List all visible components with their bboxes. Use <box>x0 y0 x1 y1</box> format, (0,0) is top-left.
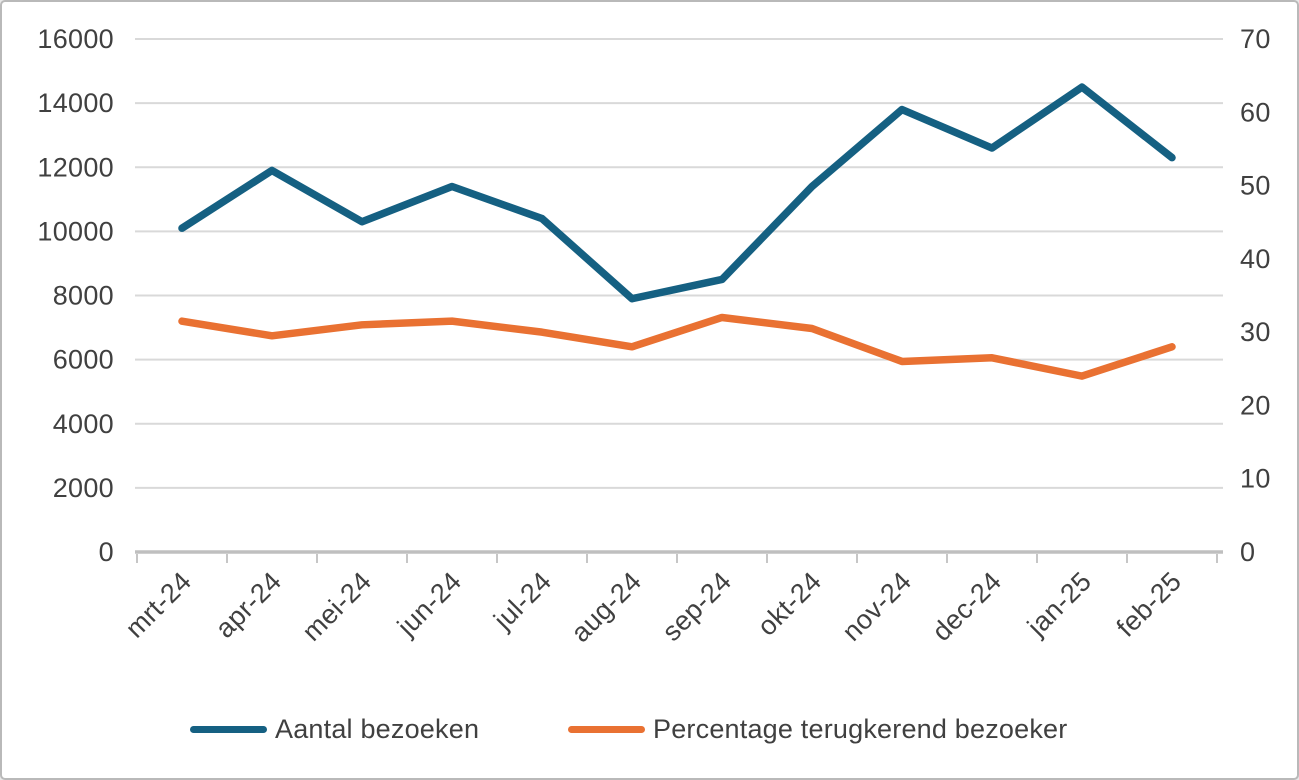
y-axis-left-tick-label: 8000 <box>53 281 114 311</box>
y-axis-left-tick-label: 6000 <box>53 345 114 375</box>
y-axis-right-tick-label: 10 <box>1240 464 1271 494</box>
gridlines <box>135 38 1223 554</box>
y-axis-left-tick-label: 2000 <box>53 473 114 503</box>
chart-legend: Aantal bezoeken Percentage terugkerend b… <box>2 714 1297 748</box>
y-axis-right-tick-label: 30 <box>1240 317 1271 347</box>
legend-item-aantal-bezoeken: Aantal bezoeken <box>190 714 479 744</box>
x-axis-category-label: mrt-24 <box>120 566 198 644</box>
legend-label: Aantal bezoeken <box>275 713 480 744</box>
y-axis-left-tick-label: 0 <box>99 537 114 567</box>
y-axis-left-tick-label: 10000 <box>37 216 114 246</box>
y-axis-left-tick-label: 16000 <box>37 24 114 54</box>
series-line-percentage-terugkerend-bezoeker <box>178 313 1176 380</box>
x-axis-category-label: sep-24 <box>656 566 737 647</box>
x-axis-category-label: mei-24 <box>296 566 377 647</box>
legend-item-percentage-terugkerend: Percentage terugkerend bezoeker <box>568 714 1067 744</box>
y-axis-right-tick-label: 20 <box>1240 390 1271 420</box>
x-axis-ticks <box>136 554 1218 563</box>
x-axis-category-label: jul-24 <box>487 566 557 636</box>
y-axis-left-labels: 16000 14000 12000 10000 8000 6000 4000 2000 0 <box>37 24 114 567</box>
x-axis-category-label: apr-24 <box>210 566 288 644</box>
x-axis-category-label: nov-24 <box>836 566 917 647</box>
legend-label: Percentage terugkerend bezoeker <box>653 713 1068 744</box>
y-axis-right-tick-label: 50 <box>1240 171 1271 201</box>
y-axis-right-tick-label: 70 <box>1240 24 1271 54</box>
y-axis-left-tick-label: 14000 <box>37 88 114 118</box>
series-line-aantal-bezoeken <box>178 83 1176 303</box>
y-axis-left-tick-label: 4000 <box>53 409 114 439</box>
y-axis-left-tick-label: 12000 <box>37 152 114 182</box>
x-axis-category-label: jan-25 <box>1021 566 1097 642</box>
x-axis-category-label: aug-24 <box>565 566 647 648</box>
y-axis-right-labels: 70 60 50 40 30 20 10 0 <box>1240 24 1271 567</box>
legend-line-swatch-orange-icon <box>568 725 645 733</box>
x-axis-category-label: jun-24 <box>391 566 467 642</box>
y-axis-right-tick-label: 60 <box>1240 97 1271 127</box>
legend-line-swatch-blue-icon <box>190 725 267 733</box>
x-axis-category-label: dec-24 <box>926 566 1007 647</box>
x-axis-category-label: okt-24 <box>752 566 828 642</box>
y-axis-right-tick-label: 40 <box>1240 244 1271 274</box>
x-axis-labels: mrt-24 apr-24 mei-24 jun-24 jul-24 aug-24 sep-… <box>120 566 1188 648</box>
y-axis-right-tick-label: 0 <box>1240 537 1255 567</box>
x-axis-category-label: feb-25 <box>1111 566 1188 643</box>
